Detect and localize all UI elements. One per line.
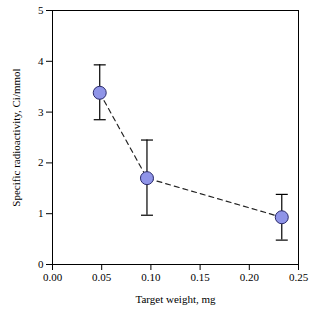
svg-text:0: 0 — [38, 258, 44, 270]
svg-text:2: 2 — [38, 156, 44, 168]
svg-text:0.25: 0.25 — [289, 271, 309, 283]
svg-text:0.00: 0.00 — [43, 271, 63, 283]
svg-text:0.20: 0.20 — [240, 271, 260, 283]
svg-text:Specific radioactivity, Ci/mmo: Specific radioactivity, Ci/mmol — [10, 68, 22, 206]
svg-text:Target weight, mg: Target weight, mg — [136, 293, 216, 305]
svg-text:5: 5 — [38, 4, 44, 16]
svg-text:0.15: 0.15 — [190, 271, 210, 283]
svg-text:4: 4 — [38, 55, 44, 67]
svg-text:0.10: 0.10 — [141, 271, 161, 283]
svg-text:0.05: 0.05 — [92, 271, 112, 283]
svg-text:1: 1 — [38, 207, 44, 219]
svg-text:3: 3 — [38, 106, 44, 118]
